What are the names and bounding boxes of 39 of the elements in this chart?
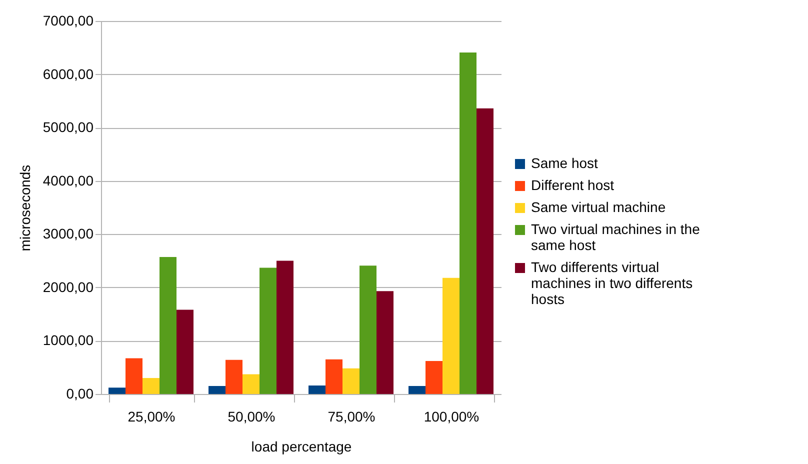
bar (260, 268, 276, 394)
bar (476, 108, 494, 394)
bar (360, 266, 376, 394)
legend-label: Different host (531, 177, 614, 193)
bar (160, 257, 176, 394)
bar (326, 359, 342, 394)
bar (126, 358, 142, 394)
y-axis-title: microseconds (16, 164, 33, 252)
legend-label: Same host (531, 155, 598, 171)
bar (408, 386, 426, 394)
y-tick-label: 7000,00 (42, 12, 94, 28)
bar (426, 360, 442, 394)
legend-label: Same virtual machine (531, 199, 666, 215)
bar (276, 260, 294, 394)
bar (142, 378, 160, 394)
y-tick-label: 6000,00 (42, 66, 94, 82)
y-tick-label: 0,00 (66, 386, 94, 402)
bar (308, 385, 326, 394)
x-tick-label: 50,00% (228, 408, 276, 424)
y-tick-label: 4000,00 (42, 172, 94, 188)
x-tick-label: 100,00% (424, 408, 480, 424)
bar (176, 310, 194, 394)
y-tick-label: 2000,00 (42, 278, 94, 295)
bar (460, 52, 476, 394)
legend-label: Two virtual machines in the same host (531, 221, 700, 253)
bar (226, 360, 242, 394)
y-tick-label: 3000,00 (42, 226, 94, 242)
x-tick-label: 75,00% (328, 408, 376, 424)
bar (376, 291, 394, 394)
bar (242, 374, 260, 394)
x-axis-title: load percentage (251, 438, 352, 454)
y-tick-label: 1000,00 (42, 332, 94, 348)
bar (108, 388, 126, 394)
bar (208, 386, 226, 394)
legend-label: Two differents virtual machines in two differents hosts (531, 259, 693, 307)
bar (342, 368, 360, 394)
bar (442, 278, 460, 394)
y-tick-label: 5000,00 (42, 119, 94, 136)
x-tick-label: 25,00% (128, 408, 176, 424)
